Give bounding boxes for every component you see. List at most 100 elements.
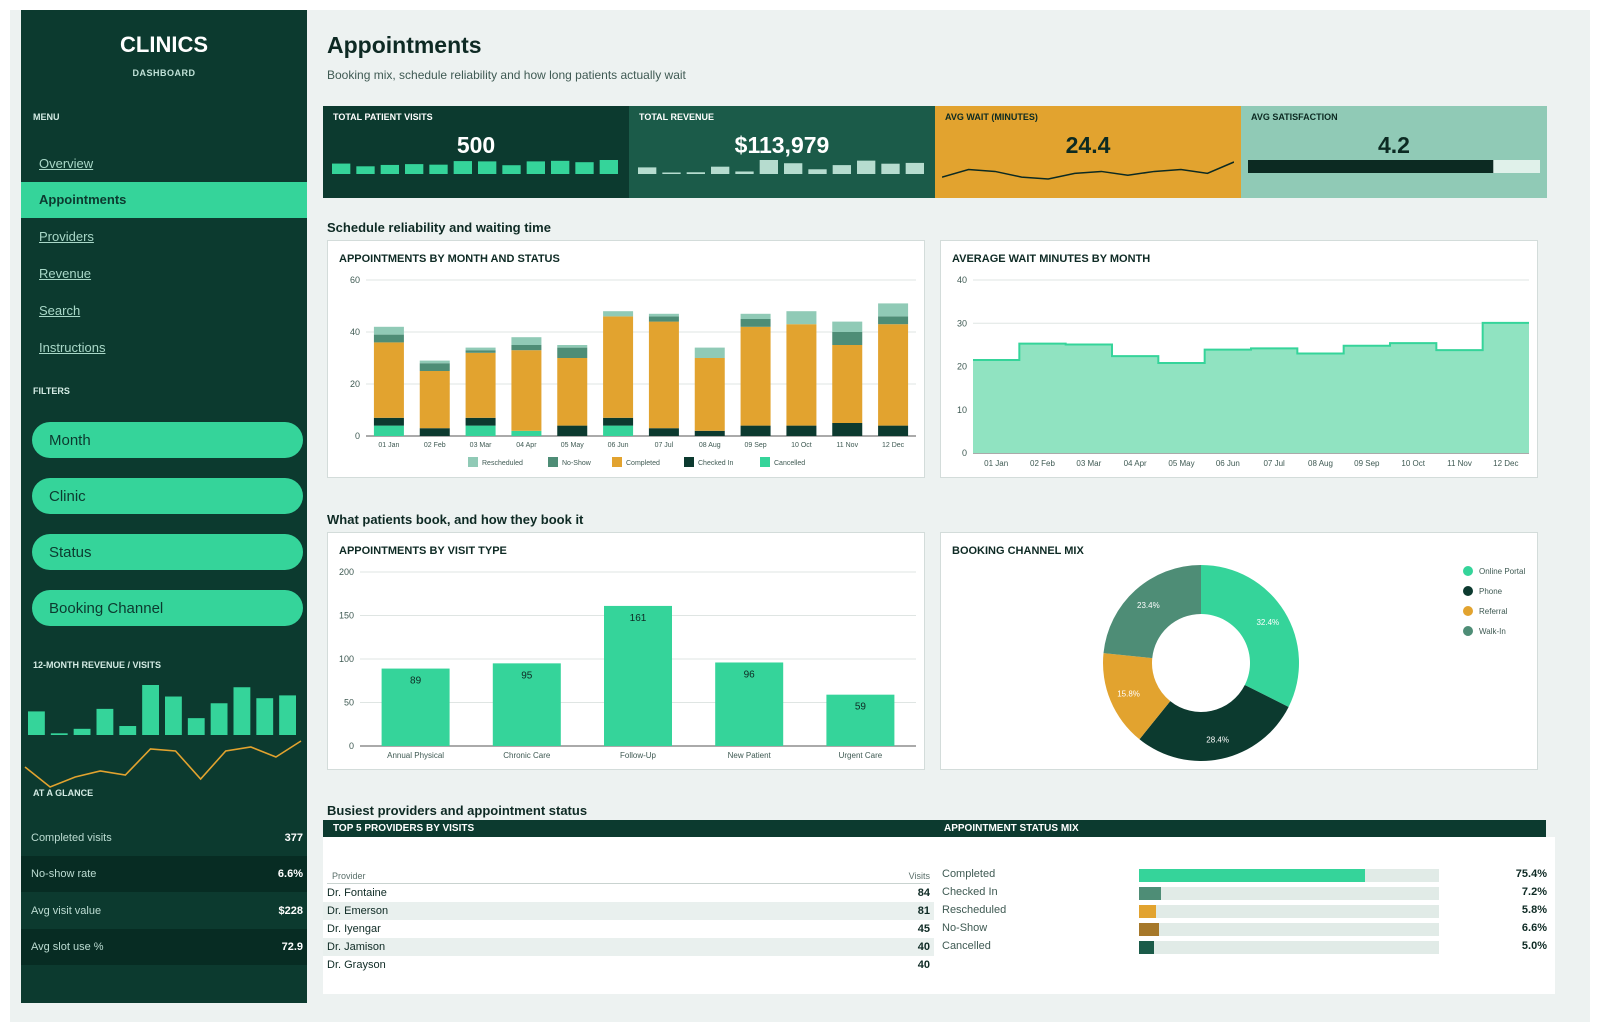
chart-title: APPOINTMENTS BY VISIT TYPE xyxy=(339,545,507,557)
revenue-trend-bar xyxy=(73,728,91,735)
bar xyxy=(826,694,895,746)
kpi-spark-bar xyxy=(599,160,618,174)
bar-segment xyxy=(373,417,404,426)
nav-appointments[interactable]: Appointments xyxy=(21,182,307,218)
status-bar-track xyxy=(1139,905,1439,918)
x-tick-label: 04 Apr xyxy=(516,442,537,449)
x-tick-label: 12 Dec xyxy=(882,442,905,449)
area-fill xyxy=(973,322,1529,453)
nav-instructions[interactable]: Instructions xyxy=(39,340,106,355)
kpi-sparkline xyxy=(942,161,1234,180)
table-row: Dr. Emerson 81 xyxy=(323,902,934,920)
filter-booking-channel[interactable]: Booking Channel xyxy=(32,590,303,626)
bar-segment xyxy=(878,425,909,436)
revenue-visits-trend xyxy=(24,685,302,788)
nav-providers[interactable]: Providers xyxy=(39,229,94,244)
revenue-trend-bar xyxy=(210,703,228,735)
status-label: Rescheduled xyxy=(942,904,1007,916)
bar-segment xyxy=(878,324,909,426)
glance-label: Avg slot use % xyxy=(31,941,104,953)
x-tick-label: 03 Mar xyxy=(470,442,492,449)
x-tick-label: 03 Mar xyxy=(1076,459,1101,468)
bar-segment xyxy=(786,311,817,325)
x-tick-label: 01 Jan xyxy=(984,459,1008,468)
bar-segment xyxy=(694,430,725,436)
provider-visits: 81 xyxy=(917,905,930,917)
legend-label: Referral xyxy=(1479,607,1508,616)
kpi-spark-bar xyxy=(638,167,657,174)
x-tick-label: 08 Aug xyxy=(1308,459,1333,468)
kpi-spark-bar xyxy=(832,165,851,174)
kpi-spark-bar xyxy=(857,160,876,174)
status-percent: 7.2% xyxy=(1521,886,1547,898)
y-tick-label: 0 xyxy=(349,741,354,751)
table-row: Dr. Fontaine 84 xyxy=(323,884,934,902)
donut-slice xyxy=(1139,684,1289,761)
bar-segment xyxy=(603,316,634,418)
chart-title: AVERAGE WAIT MINUTES BY MONTH xyxy=(952,253,1151,265)
glance-label: No-show rate xyxy=(31,868,97,880)
kpi-title: AVG SATISFACTION xyxy=(1251,112,1338,122)
slice-label: 23.4% xyxy=(1137,601,1160,610)
bar-segment xyxy=(832,423,863,436)
glance-value: 377 xyxy=(284,832,303,844)
bar-segment xyxy=(373,425,404,436)
main-content: Appointments Booking mix, schedule relia… xyxy=(323,10,1576,1003)
revenue-trend-bar xyxy=(142,685,159,735)
bar-segment xyxy=(419,371,450,429)
y-tick-label: 20 xyxy=(957,362,967,372)
glance-label: Completed visits xyxy=(31,832,112,844)
glance-completed-visits: Completed visits 377 xyxy=(21,820,307,856)
filter-clinic[interactable]: Clinic xyxy=(32,478,303,514)
glance-value: 6.6% xyxy=(277,868,303,880)
y-tick-label: 150 xyxy=(339,611,354,621)
bar-segment xyxy=(511,345,542,351)
nav-overview[interactable]: Overview xyxy=(39,156,94,171)
filter-status[interactable]: Status xyxy=(32,534,303,570)
revenue-trend-bar xyxy=(279,695,296,735)
revenue-trend-bar xyxy=(119,726,137,735)
trend-label: 12-MONTH REVENUE / VISITS xyxy=(33,660,162,670)
legend-label: Completed xyxy=(626,460,660,467)
status-percent: 75.4% xyxy=(1515,868,1547,880)
nav-appointments-label: Appointments xyxy=(39,192,127,207)
glance-avg-visit-value: Avg visit value $228 xyxy=(21,893,307,929)
bar-segment xyxy=(694,358,725,431)
filter-month[interactable]: Month xyxy=(32,422,303,458)
glance-avg-slot-use: Avg slot use % 72.9 xyxy=(21,929,307,965)
providers-band: TOP 5 PROVIDERS BY VISITS xyxy=(323,820,934,837)
bar-segment xyxy=(465,350,496,353)
column-header-provider: Provider xyxy=(332,871,366,881)
legend-label: Cancelled xyxy=(774,460,805,467)
bar-segment xyxy=(557,425,588,436)
x-tick-label: 10 Oct xyxy=(1401,459,1425,468)
kpi-spark-bar xyxy=(526,161,545,174)
legend-swatch xyxy=(1463,606,1473,616)
x-tick-label: 07 Jul xyxy=(655,442,674,449)
section-title-booking: What patients book, and how they book it xyxy=(327,512,584,527)
legend-label: Walk-In xyxy=(1479,627,1506,636)
x-tick-label: 09 Sep xyxy=(744,442,766,449)
nav-search[interactable]: Search xyxy=(39,303,81,318)
card-booking-channel: 32.4% 28.4% 15.8% 23.4% Online Portal Phone Re… xyxy=(940,532,1538,770)
x-tick-label: 04 Apr xyxy=(1124,459,1147,468)
bar-segment xyxy=(648,321,679,429)
bar-data-label: 89 xyxy=(410,676,422,687)
filters-label: FILTERS xyxy=(33,386,70,396)
donut-slice xyxy=(1201,565,1299,707)
bar-segment xyxy=(511,337,542,345)
table-row: Dr. Grayson 40 xyxy=(323,956,934,974)
x-tick-label: 08 Aug xyxy=(699,442,721,449)
kpi-spark-bar xyxy=(784,163,803,174)
status-label: Cancelled xyxy=(942,940,991,952)
kpi-spark-bar xyxy=(502,165,521,174)
revenue-trend-bar xyxy=(50,733,68,735)
nav-revenue[interactable]: Revenue xyxy=(39,266,92,281)
legend-swatch xyxy=(548,457,558,467)
chart-title: APPOINTMENTS BY MONTH AND STATUS xyxy=(339,253,560,265)
provider-visits: 84 xyxy=(917,887,930,899)
legend-label: Online Portal xyxy=(1479,567,1525,576)
kpi-value: 24.4 xyxy=(1065,132,1111,158)
bar-segment xyxy=(373,334,404,343)
progress-fill xyxy=(1248,160,1494,173)
